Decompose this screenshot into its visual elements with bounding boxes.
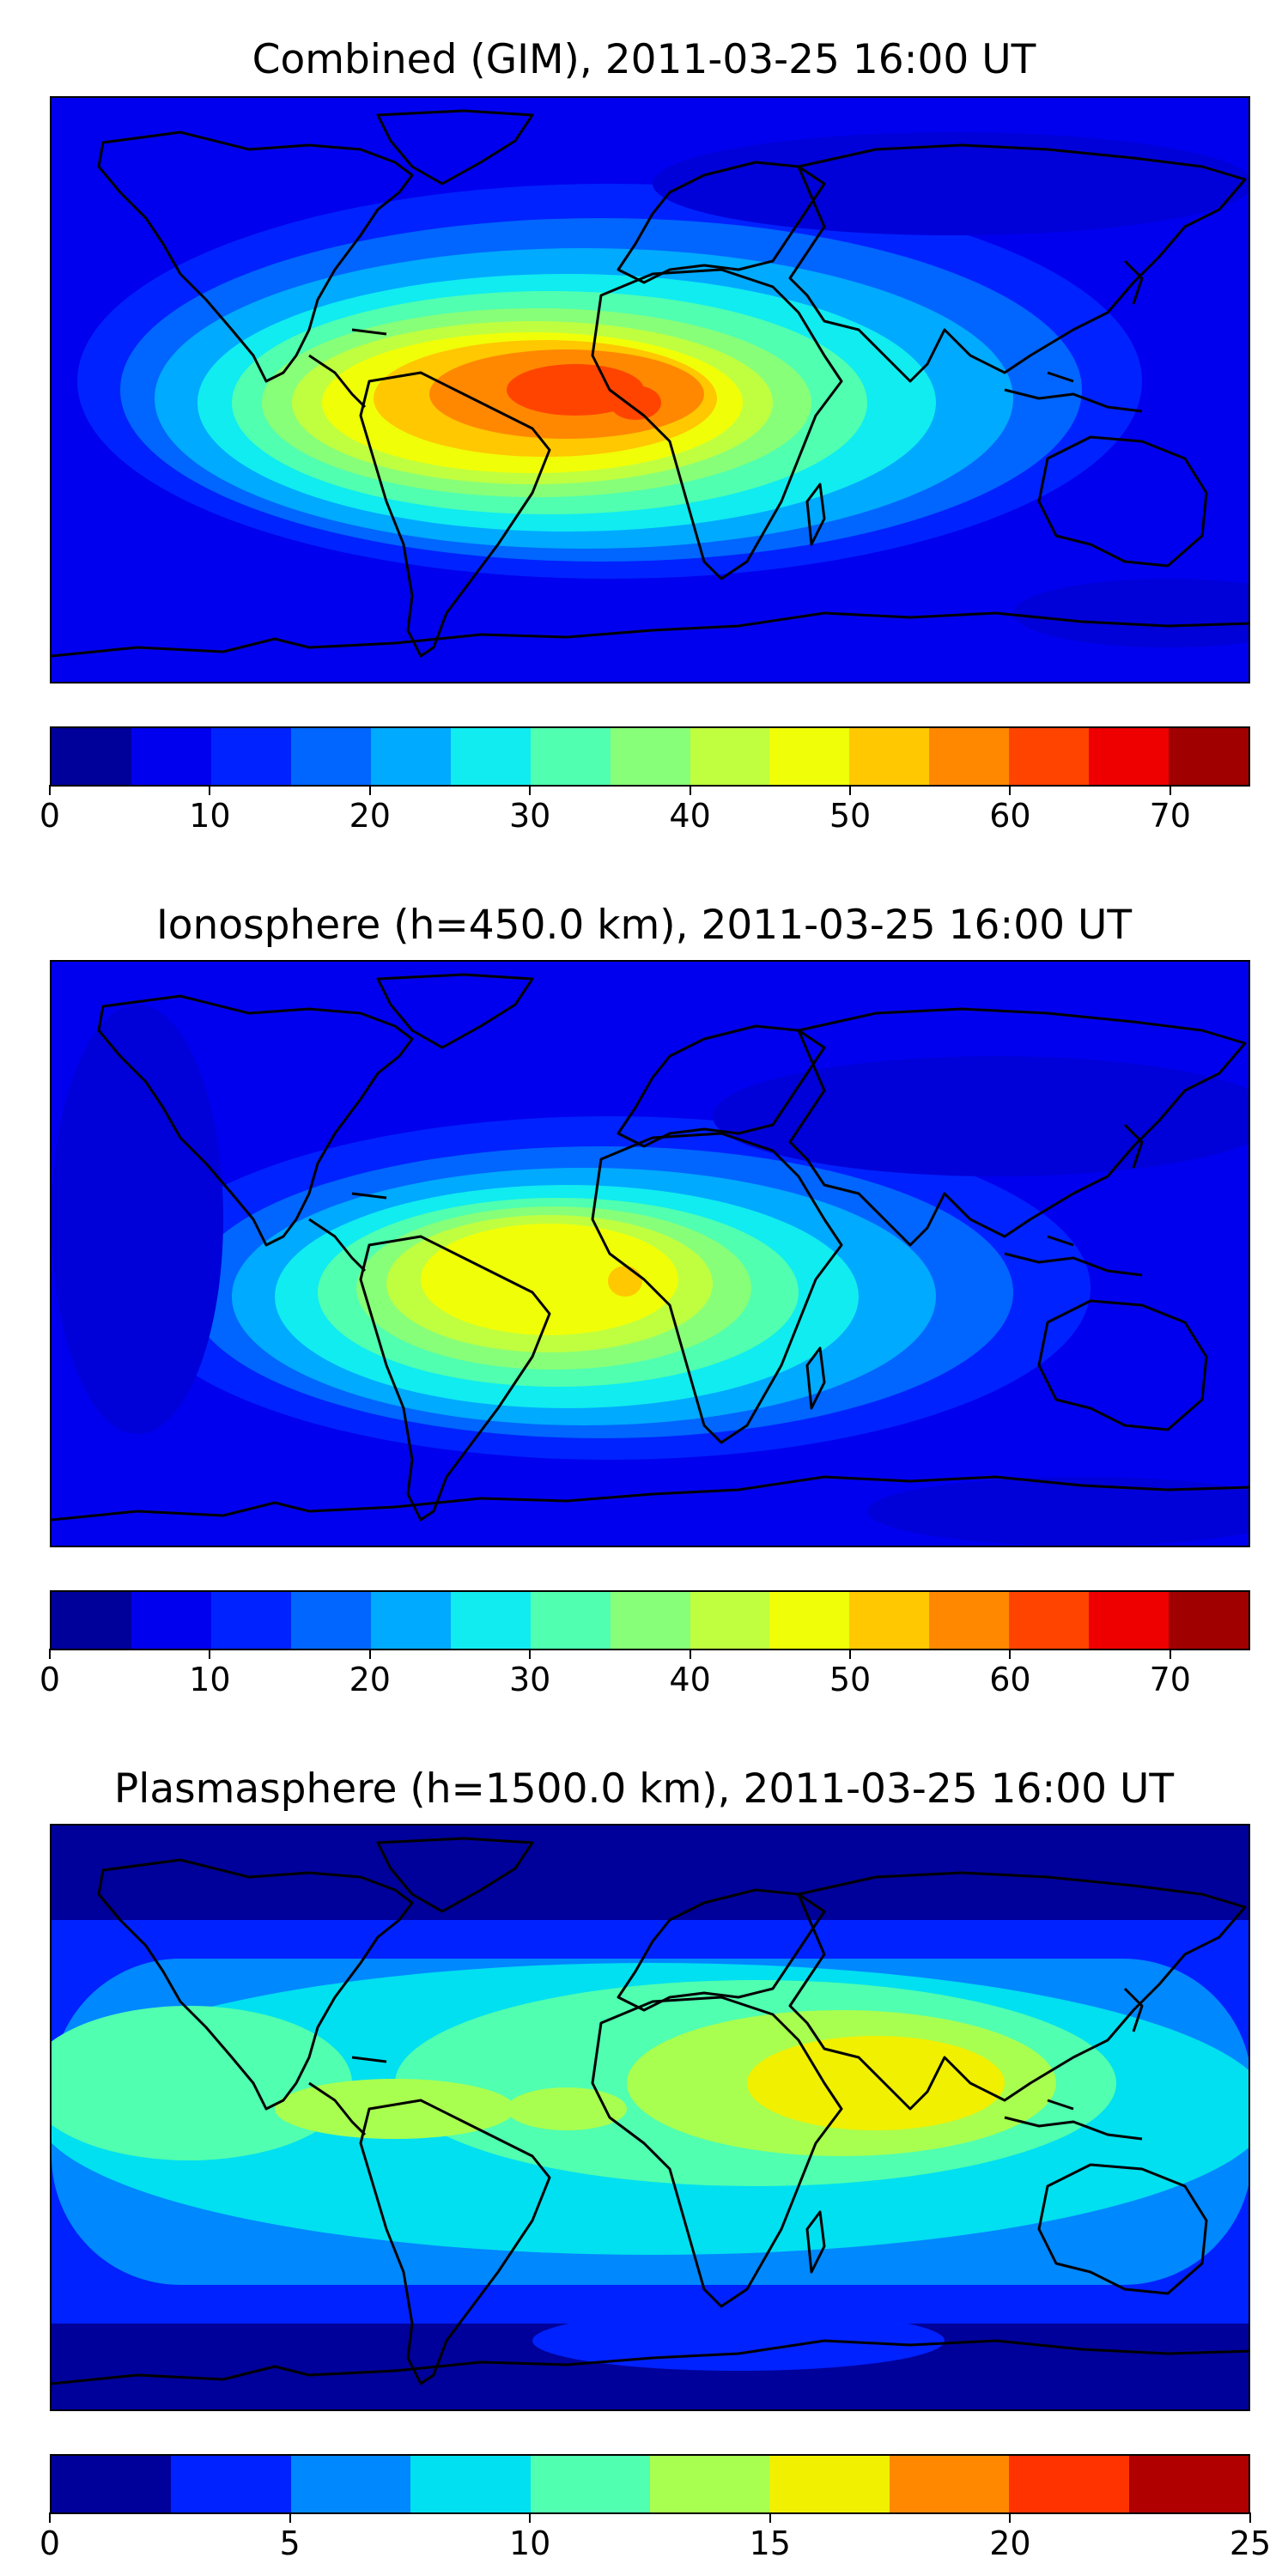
colorbar-segment <box>1009 728 1090 785</box>
colorbar-ticks-ionosphere: 0 10 20 30 40 50 60 70 <box>39 1649 1250 1700</box>
colorbar-segment <box>610 1592 690 1649</box>
colorbar-tick-label: 25 <box>1229 2524 1272 2562</box>
colorbar-segment <box>889 2456 1010 2512</box>
colorbar-segment <box>929 728 1010 785</box>
colorbar-tick-label: 0 <box>39 1661 61 1698</box>
colorbar-ionosphere <box>50 1590 1250 1650</box>
colorbar-segment <box>450 1592 531 1649</box>
colorbar-segment <box>290 728 371 785</box>
colorbar-segment <box>52 728 131 785</box>
colorbar-segment <box>171 2456 291 2512</box>
colorbar-segment <box>52 2456 172 2512</box>
colorbar-segment <box>849 728 930 785</box>
colorbar-tick-label: 60 <box>989 797 1031 835</box>
colorbar-segment <box>1128 2456 1249 2512</box>
colorbar-tickmark <box>49 1649 51 1659</box>
colorbar-segment <box>210 728 291 785</box>
colorbar-tick-label: 20 <box>989 2524 1031 2562</box>
colorbar-plasmasphere <box>50 2454 1250 2514</box>
colorbar-tickmark <box>689 1649 691 1659</box>
colorbar-tick-label: 10 <box>189 1661 231 1698</box>
colorbar-segment <box>769 2456 890 2512</box>
colorbar-tickmark <box>209 785 211 795</box>
colorbar-tickmark <box>289 2512 291 2523</box>
colorbar-tickmark <box>529 785 532 795</box>
colorbar-tick-label: 10 <box>509 2524 551 2562</box>
colorbar-segment <box>1009 2456 1129 2512</box>
colorbar-tick-label: 30 <box>509 797 551 835</box>
colorbar-tick-label: 20 <box>349 1661 391 1698</box>
panel-title-ionosphere: Ionosphere (h=450.0 km), 2011-03-25 16:0… <box>155 902 1133 949</box>
colorbar-segment <box>210 1592 291 1649</box>
colorbar-tickmark <box>49 2512 51 2523</box>
colorbar-tickmark <box>368 1649 371 1659</box>
colorbar-tickmark <box>529 2512 532 2523</box>
colorbar-tickmark <box>769 2512 771 2523</box>
map-plasmasphere <box>50 1824 1250 2411</box>
colorbar-tick-label: 20 <box>349 797 391 835</box>
panel-title-combined: Combined (GIM), 2011-03-25 16:00 UT <box>252 36 1036 83</box>
colorbar-segment <box>290 1592 371 1649</box>
colorbar-tickmark <box>529 1649 532 1659</box>
map-ionosphere <box>50 960 1250 1547</box>
colorbar-tick-label: 60 <box>989 1661 1031 1698</box>
colorbar-segment <box>131 728 211 785</box>
colorbar-segment <box>530 2456 651 2512</box>
colorbar-tickmark <box>1249 2512 1251 2523</box>
colorbar-ticks-plasmasphere: 0 5 10 15 20 25 <box>39 2512 1271 2564</box>
colorbar-segment <box>1009 1592 1090 1649</box>
colorbar-tick-label: 40 <box>669 797 711 835</box>
colorbar-segment <box>769 1592 850 1649</box>
colorbar-segment <box>52 1592 131 1649</box>
colorbar-segment <box>849 1592 930 1649</box>
colorbar-tickmark <box>849 1649 851 1659</box>
colorbar-tickmark <box>1169 785 1171 795</box>
colorbar-tickmark <box>689 785 691 795</box>
colorbar-segment <box>929 1592 1010 1649</box>
colorbar-tickmark <box>368 785 371 795</box>
colorbar-tickmark <box>49 785 51 795</box>
colorbar-segment <box>370 728 451 785</box>
colorbar-segment <box>131 1592 211 1649</box>
panel-title-plasmasphere: Plasmasphere (h=1500.0 km), 2011-03-25 1… <box>113 1765 1175 1813</box>
colorbar-combined <box>50 726 1250 787</box>
colorbar-segment <box>650 2456 770 2512</box>
colorbar-segment <box>370 1592 451 1649</box>
colorbar-tickmark <box>849 785 851 795</box>
colorbar-segment <box>450 728 531 785</box>
colorbar-segment <box>610 728 690 785</box>
colorbar-ticks-combined: 0 10 20 30 40 50 60 70 <box>39 785 1250 836</box>
colorbar-segment <box>1089 1592 1170 1649</box>
map-combined <box>50 96 1250 683</box>
colorbar-segment <box>530 728 611 785</box>
colorbar-tick-label: 0 <box>39 2524 61 2562</box>
colorbar-tick-label: 70 <box>1149 797 1191 835</box>
colorbar-segment <box>290 2456 411 2512</box>
colorbar-tickmark <box>1169 1649 1171 1659</box>
colorbar-tick-label: 50 <box>829 797 872 835</box>
colorbar-segment <box>1169 1592 1249 1649</box>
colorbar-tickmark <box>1009 785 1012 795</box>
colorbar-tickmark <box>209 1649 211 1659</box>
colorbar-tick-label: 5 <box>279 2524 301 2562</box>
colorbar-segment <box>1169 728 1249 785</box>
colorbar-tickmark <box>1009 2512 1012 2523</box>
colorbar-tick-label: 70 <box>1149 1661 1191 1698</box>
colorbar-tickmark <box>1009 1649 1012 1659</box>
colorbar-tick-label: 0 <box>39 797 61 835</box>
colorbar-tick-label: 15 <box>749 2524 791 2562</box>
colorbar-segment <box>690 728 770 785</box>
colorbar-tick-label: 50 <box>829 1661 872 1698</box>
colorbar-segment <box>690 1592 770 1649</box>
colorbar-tick-label: 40 <box>669 1661 711 1698</box>
colorbar-tick-label: 30 <box>509 1661 551 1698</box>
colorbar-segment <box>410 2456 531 2512</box>
colorbar-segment <box>530 1592 611 1649</box>
colorbar-segment <box>769 728 850 785</box>
colorbar-tick-label: 10 <box>189 797 231 835</box>
colorbar-segment <box>1089 728 1170 785</box>
